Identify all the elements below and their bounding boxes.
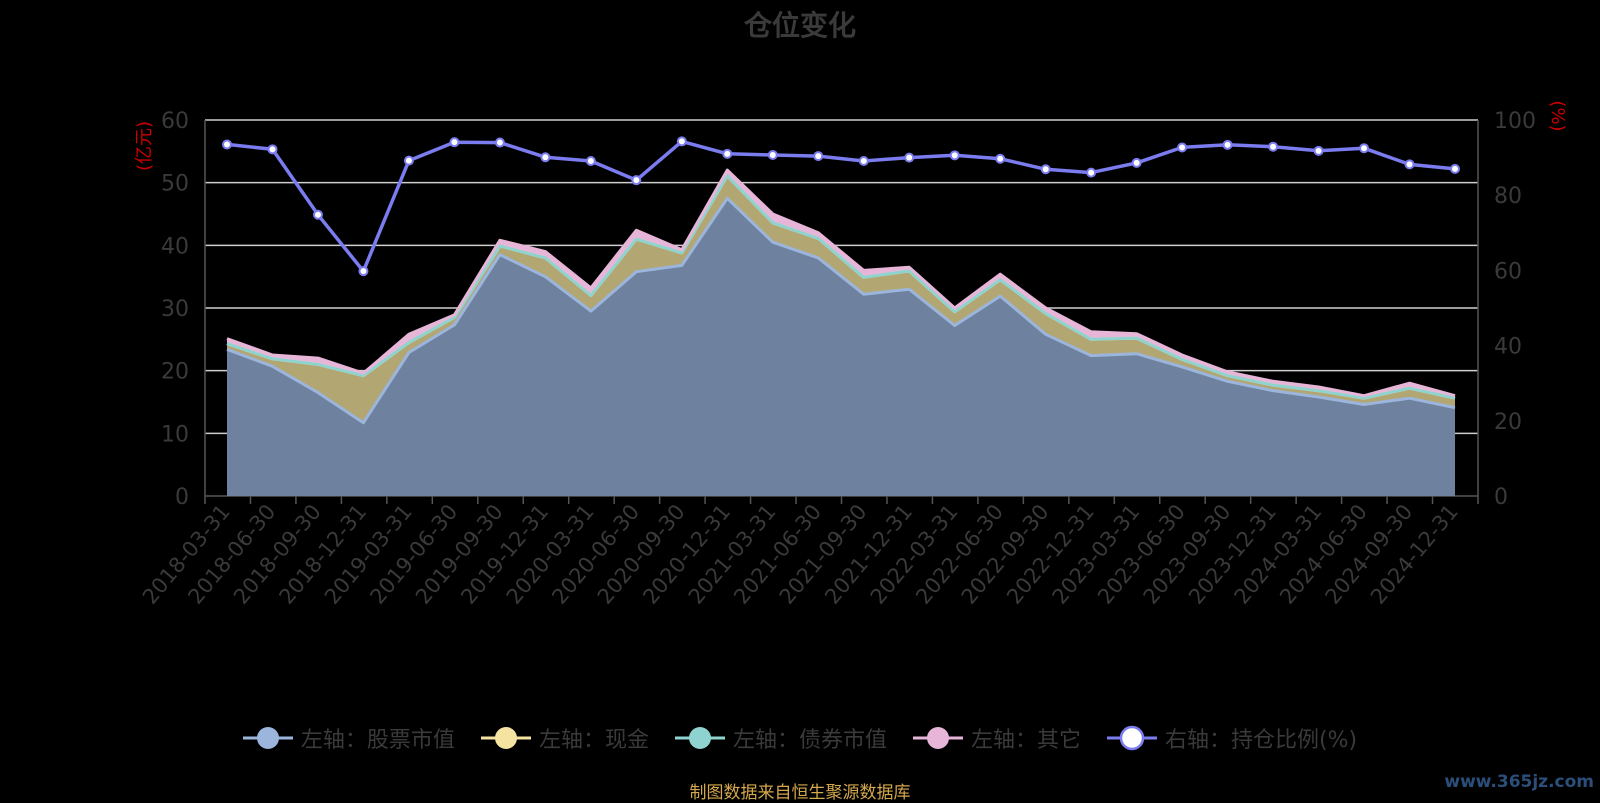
legend-label: 左轴：股票市值 bbox=[300, 728, 455, 753]
y-right-tick-label: 0 bbox=[1494, 485, 1508, 510]
y-left-tick-label: 20 bbox=[161, 360, 189, 385]
legend-swatch-icon bbox=[912, 727, 963, 749]
ratio-point bbox=[1177, 142, 1188, 153]
y-left-tick-label: 0 bbox=[175, 485, 189, 510]
legend-item[interactable]: 左轴：其它 bbox=[912, 718, 1081, 758]
ratio-point bbox=[403, 155, 414, 166]
legend-label: 左轴：其它 bbox=[970, 728, 1081, 753]
ratio-point bbox=[1268, 141, 1279, 152]
y-right-tick-label: 80 bbox=[1494, 184, 1522, 209]
ratio-point bbox=[1131, 157, 1142, 168]
y-left-tick-label: 30 bbox=[161, 297, 189, 322]
y-right-axis-label: (%) bbox=[1547, 100, 1568, 131]
chart-legend: 左轴：股票市值 左轴：现金 左轴：债券市值 左轴：其它 右轴：持仓比例(%) bbox=[0, 718, 1600, 758]
ratio-point bbox=[676, 136, 687, 147]
ratio-point bbox=[904, 152, 915, 163]
data-source-note: 制图数据来自恒生聚源数据库 bbox=[689, 783, 911, 803]
ratio-point bbox=[222, 139, 232, 150]
ratio-point bbox=[858, 155, 869, 166]
ratio-point bbox=[540, 152, 551, 163]
ratio-point bbox=[1222, 139, 1233, 150]
legend-label: 右轴：持仓比例(%) bbox=[1164, 728, 1358, 753]
ratio-point bbox=[1450, 163, 1460, 174]
y-left-tick-label: 40 bbox=[161, 234, 189, 259]
area-左轴：其它 bbox=[227, 170, 1455, 399]
y-left-tick-label: 60 bbox=[161, 109, 189, 134]
ratio-point bbox=[995, 153, 1006, 164]
ratio-point bbox=[722, 148, 733, 159]
legend-swatch-icon bbox=[242, 727, 293, 749]
y-left-tick-label: 10 bbox=[161, 422, 189, 447]
watermark: www.365jz.com bbox=[1444, 772, 1594, 792]
y-right-tick-label: 20 bbox=[1494, 410, 1522, 435]
ratio-point bbox=[1086, 167, 1097, 178]
line-左轴：其它 bbox=[226, 168, 1456, 398]
ratio-point bbox=[767, 149, 778, 160]
ratio-point bbox=[494, 137, 505, 148]
legend-swatch-icon bbox=[480, 727, 531, 749]
ratio-point bbox=[813, 151, 824, 162]
legend-item[interactable]: 左轴：债券市值 bbox=[674, 718, 887, 758]
ratio-point bbox=[267, 144, 278, 155]
ratio-point bbox=[631, 175, 642, 186]
ratio-point bbox=[1040, 164, 1051, 175]
ratio-point bbox=[949, 150, 960, 161]
ratio-point bbox=[312, 209, 323, 220]
legend-label: 左轴：债券市值 bbox=[732, 728, 887, 753]
y-left-tick-label: 50 bbox=[161, 172, 189, 197]
legend-label: 左轴：现金 bbox=[538, 728, 649, 753]
y-right-tick-label: 100 bbox=[1494, 109, 1536, 134]
legend-item[interactable]: 左轴：股票市值 bbox=[242, 718, 455, 758]
line-左轴：股票市值 bbox=[226, 196, 1456, 425]
line-左轴：债券市值 bbox=[226, 174, 1456, 400]
ratio-point bbox=[358, 266, 369, 277]
legend-swatch-icon bbox=[1106, 725, 1157, 751]
chart-title: 仓位变化 bbox=[743, 9, 856, 42]
legend-item[interactable]: 左轴：现金 bbox=[480, 718, 649, 758]
ratio-point bbox=[585, 155, 596, 166]
ratio-point bbox=[449, 137, 460, 148]
ratio-point bbox=[1313, 145, 1324, 156]
y-right-tick-label: 40 bbox=[1494, 335, 1522, 360]
y-left-axis-label: (亿元) bbox=[134, 121, 155, 171]
ratio-point bbox=[1359, 143, 1370, 154]
legend-swatch-icon bbox=[674, 727, 725, 749]
ratio-point bbox=[1404, 159, 1415, 170]
legend-item[interactable]: 右轴：持仓比例(%) bbox=[1106, 718, 1358, 758]
y-right-tick-label: 60 bbox=[1494, 259, 1522, 284]
ratio-line bbox=[226, 139, 1456, 273]
